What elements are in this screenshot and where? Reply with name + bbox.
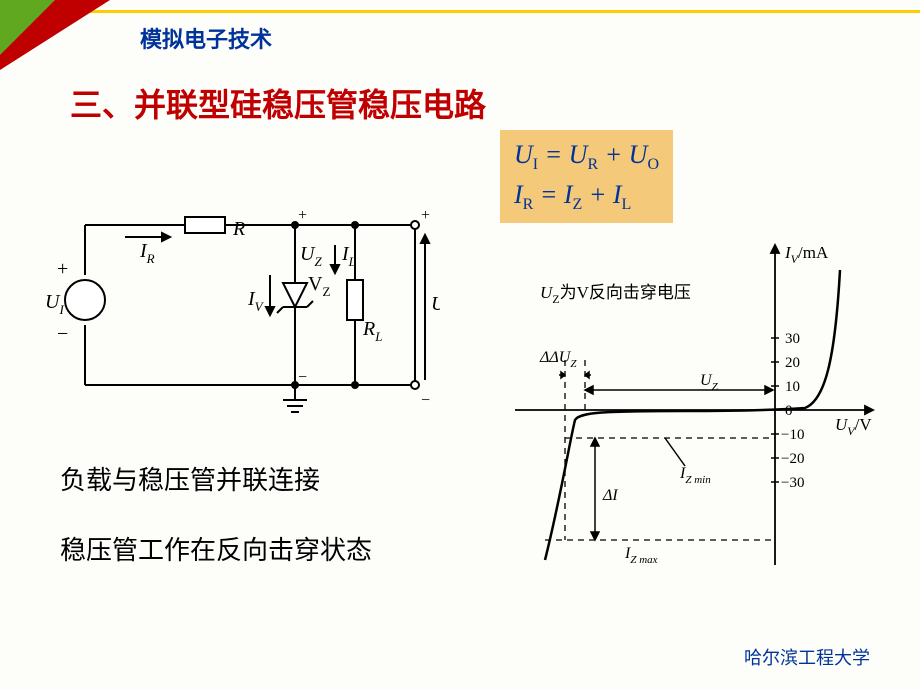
svg-text:IV/mA: IV/mA bbox=[784, 243, 829, 266]
svg-text:RL: RL bbox=[362, 318, 382, 344]
svg-text:+: + bbox=[298, 207, 307, 224]
svg-text:Uo: Uo bbox=[431, 293, 440, 319]
equation-2: IR = IZ + IL bbox=[514, 176, 659, 216]
svg-text:10: 10 bbox=[785, 379, 800, 395]
svg-text:IV: IV bbox=[247, 288, 265, 314]
equation-1: UI = UR + UO bbox=[514, 136, 659, 176]
svg-text:ΔI: ΔI bbox=[602, 487, 618, 504]
svg-text:ΔΔUZ: ΔΔUZ bbox=[539, 349, 577, 370]
footer-university: 哈尔滨工程大学 bbox=[744, 644, 870, 670]
svg-text:−30: −30 bbox=[781, 475, 804, 491]
body-line-2: 稳压管工作在反向击穿状态 bbox=[60, 530, 372, 567]
page-title: 三、并联型硅稳压管稳压电路 bbox=[70, 80, 486, 126]
svg-text:−10: −10 bbox=[781, 427, 804, 443]
body-line-1: 负载与稳压管并联连接 bbox=[60, 460, 320, 497]
svg-text:IZ min: IZ min bbox=[679, 465, 711, 486]
svg-text:−: − bbox=[298, 369, 307, 386]
circuit-diagram: + − UI IR R + − UZ IV VZ IL RL + − Uo bbox=[45, 205, 440, 425]
svg-text:R: R bbox=[232, 218, 245, 240]
svg-text:−20: −20 bbox=[781, 451, 804, 467]
svg-text:VZ: VZ bbox=[308, 273, 330, 299]
iv-chart: 30 20 10 0 −10 −20 −30 IV/mA UV/V UZ为V反向… bbox=[485, 240, 885, 580]
decor-yellow-line bbox=[0, 10, 920, 13]
svg-text:0: 0 bbox=[785, 403, 793, 419]
svg-text:+: + bbox=[421, 207, 430, 224]
svg-text:UZ为V反向击穿电压: UZ为V反向击穿电压 bbox=[540, 283, 691, 306]
svg-text:−: − bbox=[421, 392, 430, 409]
svg-text:−: − bbox=[57, 323, 68, 345]
svg-text:IZ max: IZ max bbox=[624, 545, 658, 566]
svg-text:IR: IR bbox=[139, 240, 155, 266]
equations-box: UI = UR + UO IR = IZ + IL bbox=[500, 130, 673, 223]
decor-green-triangle bbox=[0, 0, 55, 55]
header-subject: 模拟电子技术 bbox=[140, 22, 272, 54]
svg-text:UZ: UZ bbox=[300, 243, 322, 269]
svg-text:UI: UI bbox=[45, 291, 64, 317]
svg-text:30: 30 bbox=[785, 331, 800, 347]
svg-text:UV/V: UV/V bbox=[835, 415, 872, 438]
svg-text:IL: IL bbox=[341, 243, 356, 269]
svg-text:20: 20 bbox=[785, 355, 800, 371]
svg-text:+: + bbox=[57, 258, 68, 280]
